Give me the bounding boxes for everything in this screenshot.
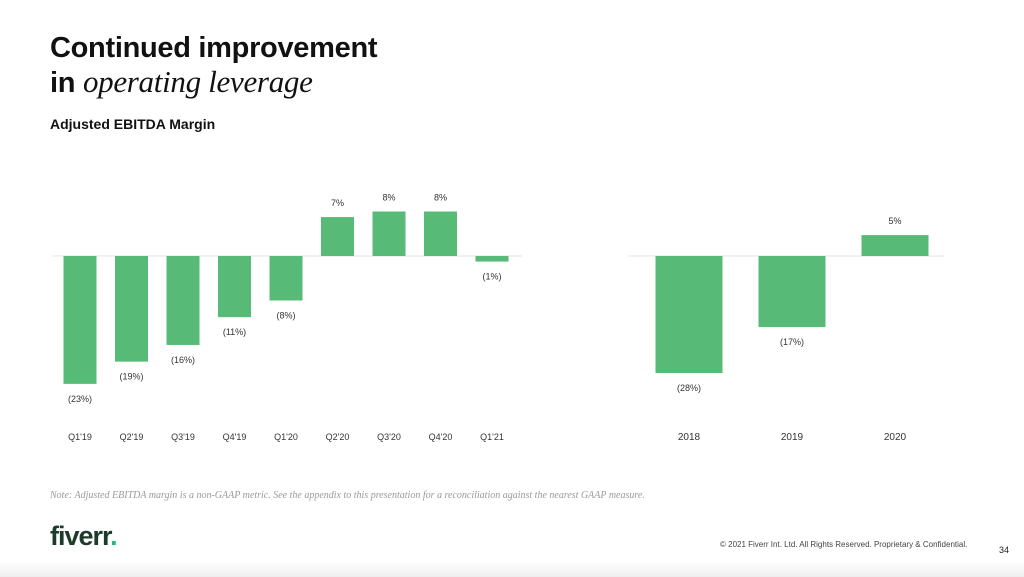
quarterly-bar [166, 256, 200, 345]
quarterly-data-label: (23%) [68, 394, 92, 404]
quarterly-tick-label: Q1'21 [480, 432, 504, 442]
quarterly-data-label: 7% [331, 198, 344, 208]
annual-bar [655, 256, 723, 374]
chart-subtitle: Adjusted EBITDA Margin [50, 116, 216, 132]
quarterly-data-label: 8% [434, 193, 447, 203]
quarterly-bar [321, 217, 354, 256]
slide-bottom-edge [0, 562, 1024, 577]
annual-data-label: 5% [888, 216, 901, 226]
quarterly-tick-label: Q1'20 [274, 432, 298, 442]
quarterly-bar [424, 211, 457, 256]
quarterly-data-label: (8%) [276, 310, 295, 320]
quarterly-tick-label: Q4'19 [223, 432, 247, 442]
annual-tick-label: 2019 [781, 432, 804, 443]
annual-data-label: (17%) [780, 337, 804, 347]
quarterly-data-label: 8% [382, 193, 395, 203]
quarterly-bar [475, 256, 509, 262]
annual-data-label: (28%) [677, 383, 701, 393]
quarterly-tick-label: Q3'19 [171, 432, 195, 442]
annual-tick-label: 2018 [678, 432, 701, 443]
quarterly-data-label: (19%) [119, 372, 143, 382]
quarterly-bar [218, 256, 251, 318]
quarterly-bar [372, 211, 406, 256]
quarterly-bar [269, 256, 303, 301]
footnote: Note: Adjusted EBITDA margin is a non-GA… [50, 490, 645, 501]
annual-bar [861, 235, 929, 256]
quarterly-data-label: (16%) [171, 355, 195, 365]
quarterly-tick-label: Q2'20 [326, 432, 350, 442]
title-line-2: in operating leverage [50, 65, 377, 100]
quarterly-tick-label: Q3'20 [377, 432, 401, 442]
logo-dot: . [110, 521, 117, 551]
title-line-2-prefix: in [50, 67, 76, 99]
quarterly-bar [63, 256, 97, 384]
quarterly-bar [115, 256, 148, 362]
title-line-2-italic: operating leverage [82, 64, 313, 99]
quarterly-tick-label: Q2'19 [120, 432, 144, 442]
copyright-notice: © 2021 Fiverr Int. Ltd. All Rights Reser… [720, 540, 968, 549]
annual-bar [758, 256, 826, 328]
quarterly-tick-label: Q4'20 [429, 432, 453, 442]
annual-tick-label: 2020 [884, 432, 907, 443]
page-number: 34 [999, 545, 1010, 555]
fiverr-logo: fiverr. [50, 521, 118, 552]
quarterly-data-label: (11%) [223, 327, 246, 337]
title-line-1: Continued improvement [50, 32, 378, 64]
logo-text: fiverr [50, 521, 111, 551]
quarterly-tick-label: Q1'19 [68, 432, 92, 442]
quarterly-data-label: (1%) [482, 272, 501, 282]
page-title: Continued improvement in operating lever… [50, 31, 378, 100]
